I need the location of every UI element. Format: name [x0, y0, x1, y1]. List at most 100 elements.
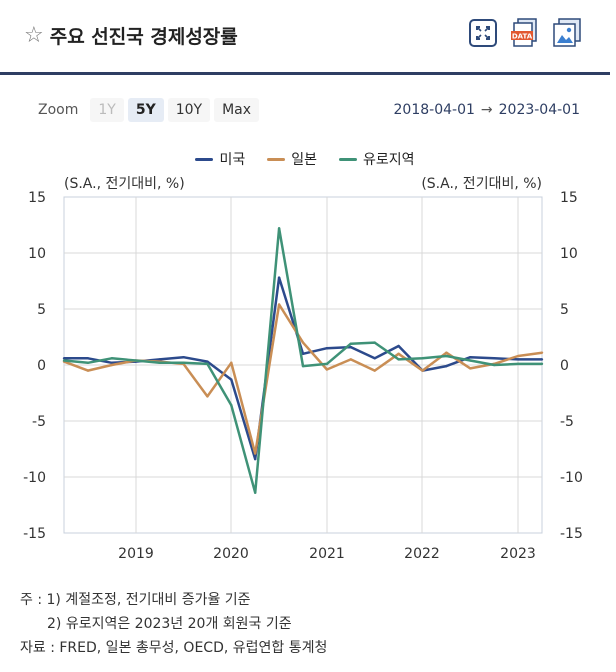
header-icon-group: DATA [468, 18, 582, 48]
zoom-1y-button[interactable]: 1Y [90, 98, 124, 122]
date-range: 2018-04-01 → 2023-04-01 [394, 102, 580, 118]
x-tick-label: 2023 [500, 546, 536, 562]
data-point-eurozone [445, 354, 448, 358]
zoom-controls: Zoom 1Y 5Y 10Y Max [38, 98, 260, 122]
zoom-max-button[interactable]: Max [214, 98, 260, 122]
image-download-icon[interactable] [552, 18, 582, 48]
page-title: 주요 선진국 경제성장률 [49, 26, 238, 48]
y-tick-label-left: 5 [37, 302, 46, 318]
data-point-eurozone [469, 359, 472, 362]
data-point-eurozone [254, 491, 257, 494]
data-point-us [516, 358, 520, 361]
x-tick-label: 2022 [404, 546, 440, 562]
footnote-1: 주 : 1) 계절조정, 전기대비 증가율 기준 [20, 592, 251, 608]
legend-label-us: 미국 [219, 152, 246, 168]
y-tick-label-right: 5 [560, 302, 569, 318]
data-point-japan [254, 452, 257, 455]
y-tick-label-right: 15 [560, 190, 578, 206]
line-chart: (S.A., 전기대비, %) (S.A., 전기대비, %) 15 15 10 10… [23, 176, 583, 562]
data-point-eurozone [62, 359, 66, 362]
data-point-eurozone [86, 361, 90, 364]
data-point-us [493, 357, 496, 360]
data-point-us [230, 378, 233, 381]
footnote-2: 2) 유로지역은 2023년 20개 회원국 기준 [47, 616, 292, 632]
y-tick-label-right: -10 [560, 470, 583, 486]
legend-label-eurozone: 유로지역 [363, 152, 415, 168]
x-tick-label: 2021 [309, 546, 345, 562]
data-point-us [254, 457, 257, 461]
data-point-eurozone [110, 357, 114, 360]
source-note: 자료 : FRED, 일본 총무성, OECD, 유럽연합 통계청 [20, 640, 328, 656]
range-to[interactable]: 2023-04-01 [498, 102, 580, 118]
data-point-us [540, 358, 544, 361]
legend-swatch-japan [267, 157, 286, 161]
fullscreen-icon[interactable] [468, 18, 498, 48]
y-tick-label-left: 10 [28, 246, 46, 262]
data-point-us [445, 364, 448, 368]
data-point-japan [206, 395, 209, 398]
y-tick-label-right: 10 [560, 246, 578, 262]
data-point-eurozone [206, 362, 209, 366]
data-point-japan [373, 369, 376, 372]
data-point-japan [110, 363, 114, 367]
data-point-eurozone [230, 404, 233, 407]
zoom-10y-button[interactable]: 10Y [167, 98, 211, 122]
y-tick-label-left: -15 [23, 526, 46, 542]
data-point-us [397, 344, 400, 348]
data-point-eurozone [134, 359, 137, 362]
data-point-japan [86, 369, 90, 372]
data-point-eurozone [397, 358, 400, 361]
legend-item-us[interactable]: 미국 [195, 149, 245, 169]
legend-item-japan[interactable]: 일본 [267, 149, 317, 169]
zoom-5y-button[interactable]: 5Y [127, 98, 164, 122]
title-wrap: ☆ 주요 선진국 경제성장률 [24, 22, 238, 49]
data-point-eurozone [516, 362, 520, 366]
data-point-eurozone [277, 227, 281, 230]
y-tick-label-left: -10 [23, 470, 46, 486]
data-point-japan [516, 354, 520, 358]
data-point-japan [349, 358, 352, 361]
data-point-eurozone [373, 341, 376, 344]
data-point-us [62, 357, 66, 360]
data-point-eurozone [421, 357, 424, 360]
range-from[interactable]: 2018-04-01 [393, 102, 475, 118]
data-download-icon[interactable]: DATA [510, 18, 540, 48]
left-axis-label: (S.A., 전기대비, %) [64, 176, 185, 192]
panel-header: ☆ 주요 선진국 경제성장률 DATA [0, 0, 610, 75]
y-tick-label-left: -5 [32, 414, 46, 430]
data-point-japan [421, 369, 424, 372]
data-point-us [158, 358, 161, 361]
data-point-japan [540, 351, 544, 354]
data-point-japan [230, 361, 233, 364]
y-tick-label-right: -5 [560, 414, 574, 430]
data-icon-text: DATA [512, 33, 533, 41]
star-icon[interactable]: ☆ [24, 22, 44, 48]
right-axis-label: (S.A., 전기대비, %) [421, 176, 542, 192]
data-point-us [206, 360, 209, 363]
data-point-us [182, 355, 185, 359]
legend-item-eurozone[interactable]: 유로지역 [339, 149, 415, 169]
y-tick-label-right: 0 [560, 358, 569, 374]
data-point-us [110, 361, 114, 364]
x-tick-label: 2019 [118, 546, 154, 562]
x-tick-label: 2020 [213, 546, 249, 562]
data-point-us [469, 355, 472, 359]
data-point-us [86, 357, 90, 360]
chart-legend: 미국 일본 유로지역 [0, 149, 610, 169]
data-point-japan [277, 303, 281, 306]
data-point-eurozone [325, 362, 329, 366]
data-point-eurozone [540, 362, 544, 366]
legend-swatch-eurozone [339, 157, 357, 161]
data-point-japan [397, 352, 400, 355]
data-point-japan [445, 351, 448, 354]
data-point-us [373, 357, 376, 360]
y-tick-label-right: -15 [560, 526, 583, 542]
data-point-eurozone [349, 342, 352, 345]
legend-label-japan: 일본 [291, 152, 317, 168]
y-tick-label-left: 15 [28, 190, 46, 206]
legend-swatch-us [195, 157, 214, 161]
range-arrow: → [480, 102, 493, 118]
data-point-us [349, 345, 352, 349]
data-point-japan [469, 367, 472, 370]
